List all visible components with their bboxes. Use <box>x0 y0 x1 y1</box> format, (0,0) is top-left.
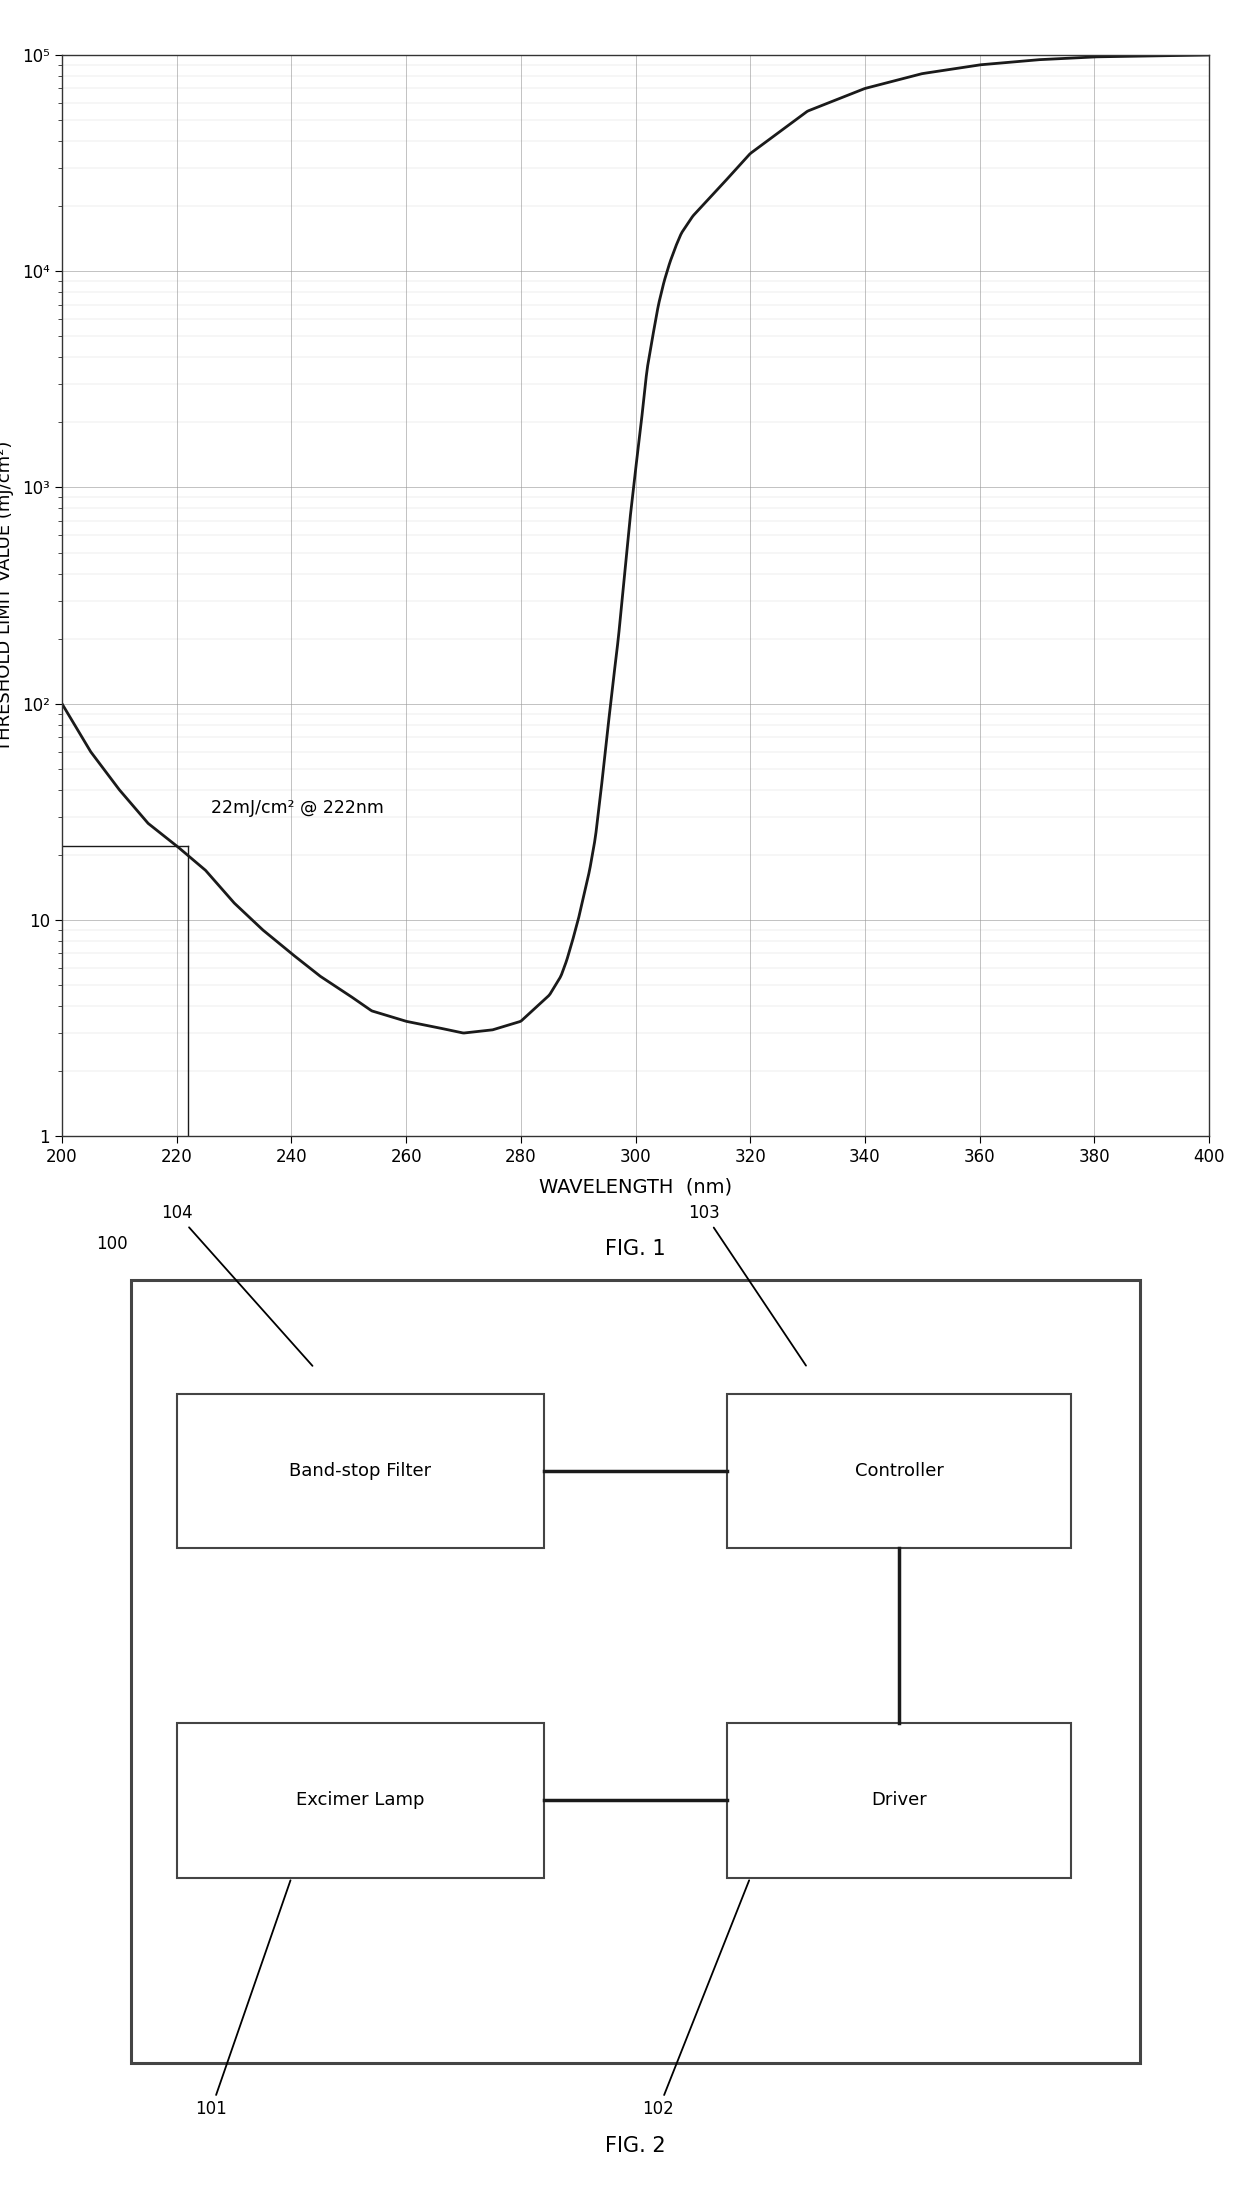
Text: FIG. 2: FIG. 2 <box>605 2135 666 2155</box>
Bar <box>176 1394 543 1548</box>
Bar <box>727 1724 1071 1878</box>
Text: FIG. 1: FIG. 1 <box>605 1238 666 1260</box>
Text: Driver: Driver <box>872 1792 928 1810</box>
Bar <box>176 1724 543 1878</box>
Text: Excimer Lamp: Excimer Lamp <box>296 1792 424 1810</box>
Text: 103: 103 <box>688 1205 806 1366</box>
Text: 102: 102 <box>642 1880 749 2118</box>
X-axis label: WAVELENGTH  (nm): WAVELENGTH (nm) <box>539 1176 732 1196</box>
Bar <box>131 1280 1140 2063</box>
Text: 101: 101 <box>195 1880 290 2118</box>
Text: 22mJ/cm² @ 222nm: 22mJ/cm² @ 222nm <box>211 798 384 816</box>
Y-axis label: THRESHOLD LIMIT VALUE (mJ/cm²): THRESHOLD LIMIT VALUE (mJ/cm²) <box>0 440 14 750</box>
Text: 100: 100 <box>97 1236 128 1253</box>
Bar <box>727 1394 1071 1548</box>
Text: Band-stop Filter: Band-stop Filter <box>289 1462 432 1480</box>
Text: Controller: Controller <box>854 1462 944 1480</box>
Text: 104: 104 <box>161 1205 312 1366</box>
